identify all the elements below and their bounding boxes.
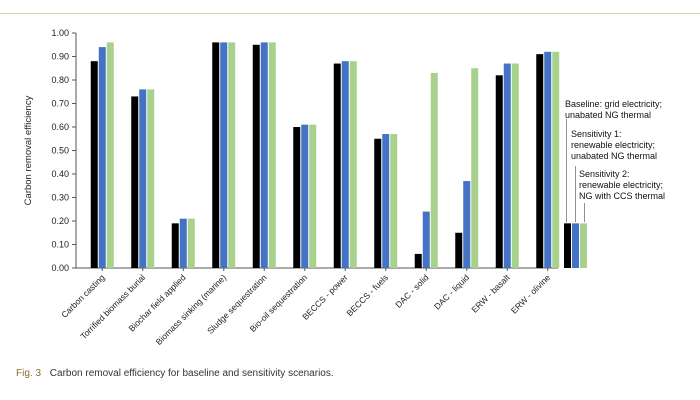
legend-bar xyxy=(572,223,579,268)
bar xyxy=(414,253,422,268)
bar xyxy=(471,68,479,268)
bar xyxy=(260,42,268,269)
legend-entry-text: renewable electricity; xyxy=(571,140,655,150)
x-tick-label: ERW - basalt xyxy=(469,272,512,315)
bar xyxy=(187,218,195,268)
bar xyxy=(252,44,260,268)
legend-entry-text: unabated NG thermal xyxy=(565,110,651,120)
y-tick-label: 0.20 xyxy=(51,216,69,226)
y-tick-label: 0.50 xyxy=(51,146,69,156)
bar xyxy=(179,218,187,268)
x-tick-label: Biomass sinking (marine) xyxy=(154,272,229,347)
bar xyxy=(171,223,179,268)
y-tick-label: 0.60 xyxy=(51,122,69,132)
legend-entry-text: Baseline: grid electricity; xyxy=(565,99,662,109)
legend-bar xyxy=(564,223,571,268)
y-tick-label: 1.00 xyxy=(51,28,69,38)
legend-entry-text: NG with CCS thermal xyxy=(579,191,665,201)
top-rule xyxy=(0,13,700,14)
bar xyxy=(495,75,503,268)
bar xyxy=(309,124,317,269)
x-tick-label: ERW - olivine xyxy=(509,272,553,316)
legend-entry-text: renewable electricity; xyxy=(579,180,663,190)
bar-chart: 0.00 0.10 0.20 0.30 0.40 0.50 0.60 0.70 0.80 0.90… xyxy=(23,28,665,347)
bar xyxy=(536,54,544,269)
bar xyxy=(333,63,341,268)
bar xyxy=(382,134,390,268)
bar xyxy=(98,47,106,268)
y-tick-label: 0.70 xyxy=(51,99,69,109)
bar xyxy=(552,51,560,268)
bar xyxy=(147,89,155,269)
figure-caption-text: Carbon removal efficiency for baseline a… xyxy=(49,368,334,379)
bar xyxy=(463,181,471,268)
figure-caption: Fig. 3 Carbon removal efficiency for bas… xyxy=(16,368,334,379)
bar xyxy=(430,72,438,268)
bar xyxy=(293,127,301,268)
bar xyxy=(390,134,398,268)
y-tick-label: 0.30 xyxy=(51,193,69,203)
bar xyxy=(301,124,309,269)
legend-entry-text: Sensitivity 2: xyxy=(579,169,630,179)
bar xyxy=(268,42,276,269)
bar xyxy=(349,61,357,269)
y-tick-label: 0.80 xyxy=(51,75,69,85)
bar xyxy=(139,89,147,269)
bar xyxy=(212,42,220,269)
y-tick-label: 0.00 xyxy=(51,263,69,273)
legend-entry-text: unabated NG thermal xyxy=(571,151,657,161)
bar xyxy=(228,42,236,269)
bar xyxy=(341,61,349,269)
bar xyxy=(106,42,114,269)
bar xyxy=(374,138,382,268)
x-tick-label: BECCS - fuels xyxy=(344,272,390,318)
bar xyxy=(422,211,430,268)
y-tick-label: 0.90 xyxy=(51,52,69,62)
y-axis-label: Carbon removal efficiency xyxy=(23,95,34,205)
bar xyxy=(90,61,98,269)
figure-label: Fig. 3 xyxy=(16,368,42,379)
x-tick-label: DAC - liquid xyxy=(432,272,471,311)
y-tick-label: 0.40 xyxy=(51,169,69,179)
bar xyxy=(503,63,511,268)
bar xyxy=(455,232,463,268)
legend-bar xyxy=(580,223,587,268)
bar xyxy=(511,63,519,268)
bar xyxy=(544,51,552,268)
y-tick-label: 0.10 xyxy=(51,240,69,250)
x-tick-label: DAC - solid xyxy=(393,272,431,310)
legend-entry-text: Sensitivity 1: xyxy=(571,129,622,139)
bar xyxy=(131,96,139,268)
bar xyxy=(220,42,228,269)
